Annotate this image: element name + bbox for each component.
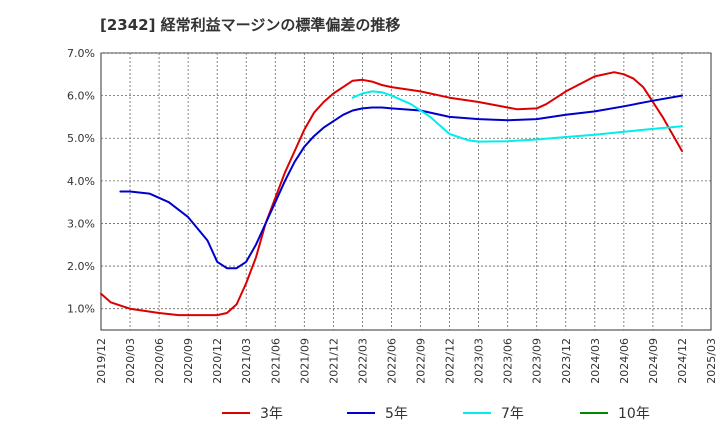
- x-tick-label: 2022/03: [356, 338, 369, 384]
- y-tick-label: 1.0%: [67, 303, 95, 316]
- legend-label: 5年: [385, 406, 408, 422]
- x-tick-label: 2025/03: [705, 338, 718, 384]
- x-tick-label: 2024/03: [589, 338, 602, 384]
- x-tick-label: 2023/09: [531, 338, 544, 384]
- x-tick-label: 2021/03: [240, 338, 253, 384]
- x-tick-label: 2021/06: [269, 338, 282, 384]
- chart-title: [2342] 経常利益マージンの標準偏差の推移: [100, 16, 401, 34]
- x-tick-label: 2020/03: [124, 338, 137, 384]
- y-tick-label: 5.0%: [67, 132, 95, 145]
- legend-label: 10年: [618, 406, 650, 422]
- y-tick-label: 3.0%: [67, 217, 95, 230]
- x-tick-label: 2020/06: [153, 338, 166, 384]
- y-tick-label: 7.0%: [67, 47, 95, 60]
- legend-label: 7年: [501, 406, 524, 422]
- x-tick-label: 2023/03: [473, 338, 486, 384]
- y-tick-label: 2.0%: [67, 260, 95, 273]
- y-tick-label: 4.0%: [67, 175, 95, 188]
- series-line-2: [351, 90, 683, 143]
- x-tick-label: 2019/12: [95, 338, 108, 384]
- y-tick-label: 6.0%: [67, 90, 95, 103]
- x-tick-label: 2021/09: [298, 338, 311, 384]
- legend: 3年 5年 7年 10年: [222, 406, 650, 422]
- x-tick-label: 2024/12: [676, 338, 689, 384]
- axes: 1.0% 2.0% 3.0% 4.0% 5.0% 6.0% 7.0% 2019/12 2020/…: [67, 47, 718, 384]
- x-tick-label: 2022/09: [415, 338, 428, 384]
- x-tick-label: 2024/06: [618, 338, 631, 384]
- x-tick-label: 2020/09: [182, 338, 195, 384]
- grid-lines: [101, 52, 711, 330]
- x-tick-label: 2022/12: [444, 338, 457, 384]
- plot-area: [100, 52, 712, 331]
- x-tick-label: 2023/06: [502, 338, 515, 384]
- x-tick-label: 2022/06: [385, 338, 398, 384]
- series-line-0: [100, 71, 683, 317]
- x-tick-label: 2023/12: [560, 338, 573, 384]
- series-lines: [100, 71, 683, 317]
- x-tick-label: 2020/12: [211, 338, 224, 384]
- series-line-1: [119, 94, 683, 270]
- x-tick-label: 2021/12: [327, 338, 340, 384]
- legend-label: 3年: [260, 406, 283, 422]
- x-tick-label: 2024/09: [647, 338, 660, 384]
